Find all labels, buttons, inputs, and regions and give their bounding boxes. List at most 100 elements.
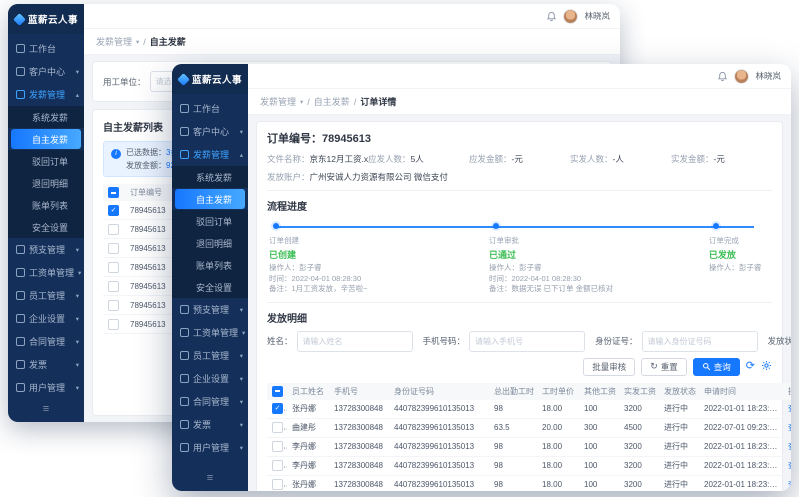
sidebar-item[interactable]: 自主发薪 (175, 189, 245, 209)
row-checkbox[interactable] (108, 261, 119, 273)
menu-icon (180, 104, 189, 113)
sidebar-item[interactable]: 工作台 (172, 97, 248, 120)
view-link[interactable]: 查看 (788, 442, 791, 451)
row-checkbox[interactable] (108, 318, 119, 330)
status-badge: 进行中 (659, 456, 699, 476)
row-checkbox[interactable] (108, 280, 119, 292)
breadcrumb: 发薪管理 ▾ / 自主发薪 (84, 29, 620, 55)
chevron-icon: ▾ (239, 444, 243, 452)
actual-salary: 3200 (619, 437, 659, 457)
select-all-checkbox[interactable] (108, 187, 119, 198)
row-checkbox[interactable] (272, 422, 283, 433)
sidebar-item[interactable]: 预支管理 ▾ (8, 238, 84, 261)
status-badge: 进行中 (659, 437, 699, 457)
step-dot-icon (492, 223, 499, 229)
search-icon (702, 363, 710, 371)
sidebar-item[interactable]: 系统发薪 (8, 106, 84, 128)
chevron-icon: ▾ (75, 315, 79, 323)
gear-icon[interactable] (761, 360, 772, 374)
sidebar-item-label: 系统发薪 (32, 112, 69, 123)
bell-icon[interactable] (546, 11, 557, 22)
sidebar-item-label: 发薪管理 (193, 150, 230, 160)
employee-name: 李丹娜 (287, 456, 329, 476)
sidebar-item-label: 账单列表 (32, 200, 69, 211)
view-link[interactable]: 查看 (788, 480, 791, 489)
sidebar-item[interactable]: 退回明细 (8, 172, 84, 194)
sidebar-item[interactable]: 安全设置 (8, 216, 84, 238)
employee-row[interactable]: 李丹娜 13728300848 440782399610135013 98 18… (267, 456, 791, 476)
row-checkbox[interactable] (108, 242, 119, 254)
row-checkbox[interactable] (108, 299, 119, 311)
chevron-icon: ▾ (75, 68, 79, 76)
sidebar-item[interactable]: 退回明细 (172, 232, 248, 254)
sidebar-item[interactable]: 系统发薪 (172, 166, 248, 188)
menu-icon (180, 328, 189, 337)
sidebar-item-label: 账单列表 (196, 260, 233, 271)
sidebar-item[interactable]: 自主发薪 (11, 129, 81, 149)
avatar[interactable] (563, 8, 579, 24)
sidebar-item[interactable]: 发票 ▾ (8, 353, 84, 376)
row-checkbox[interactable] (108, 223, 119, 235)
bell-icon[interactable] (717, 71, 728, 82)
filter-label: 用工单位： (103, 76, 146, 87)
sidebar-item[interactable]: 员工管理 ▾ (8, 284, 84, 307)
view-link[interactable]: 查看 (788, 404, 791, 413)
employee-row[interactable]: 张丹娜 13728300848 440782399610135013 98 18… (267, 475, 791, 491)
row-checkbox[interactable] (272, 403, 283, 414)
sidebar-item-label: 驳回订单 (196, 216, 233, 227)
breadcrumb-root[interactable]: 发薪管理 (260, 97, 297, 107)
sidebar-item[interactable]: 工资单管理 ▾ (172, 321, 248, 344)
step-operator: 操作人：彭子睿 (269, 263, 322, 272)
collapse-sidebar-icon[interactable]: ≡ (206, 472, 214, 484)
step-dot-icon (712, 223, 719, 229)
sidebar-item[interactable]: 企业设置 ▾ (8, 307, 84, 330)
sidebar-item[interactable]: 发薪管理 ▴ (172, 143, 248, 166)
breadcrumb-mid[interactable]: 自主发薪 (313, 97, 350, 107)
view-link[interactable]: 查看 (788, 423, 791, 432)
row-checkbox[interactable] (272, 441, 283, 452)
sidebar-item[interactable]: 发票 ▾ (172, 413, 248, 436)
view-link[interactable]: 查看 (788, 461, 791, 470)
row-checkbox[interactable] (108, 204, 119, 216)
filter-input[interactable]: 请输入姓名 (296, 330, 413, 352)
sidebar-item[interactable]: 驳回订单 (8, 150, 84, 172)
sidebar-item[interactable]: 驳回订单 (172, 210, 248, 232)
order-info-pair: 实发金额：-元 (671, 154, 725, 164)
sidebar-item-label: 自主发薪 (196, 194, 233, 205)
reset-button[interactable]: ↻ 重置 (641, 357, 687, 376)
batch-audit-button[interactable]: 批量审核 (583, 357, 636, 376)
sidebar-item[interactable]: 客户中心 ▾ (8, 60, 84, 83)
sidebar-item[interactable]: 账单列表 (172, 254, 248, 276)
sidebar-item[interactable]: 预支管理 ▾ (172, 298, 248, 321)
search-button[interactable]: 查询 (692, 357, 740, 376)
sidebar-item[interactable]: 员工管理 ▾ (172, 344, 248, 367)
filter-input[interactable]: 请输入手机号 (469, 330, 586, 352)
menu-icon (16, 337, 25, 346)
sidebar-item[interactable]: 工作台 (8, 37, 84, 60)
collapse-sidebar-icon[interactable]: ≡ (42, 403, 50, 415)
sidebar-item[interactable]: 企业设置 ▾ (172, 367, 248, 390)
employee-row[interactable]: 李丹娜 13728300848 440782399610135013 98 18… (267, 437, 791, 457)
other-salary: 100 (579, 399, 619, 419)
sidebar-item[interactable]: 合同管理 ▾ (8, 330, 84, 353)
sidebar-item[interactable]: 安全设置 (172, 276, 248, 298)
row-checkbox[interactable] (272, 460, 283, 471)
sidebar-item[interactable]: 用户管理 ▾ (8, 376, 84, 399)
sidebar-item[interactable]: 工资单管理 ▾ (8, 261, 84, 284)
avatar[interactable] (734, 68, 750, 84)
order-info-pair: 文件名称：京东12月工资.xlsx (267, 154, 368, 164)
app-logo: 蓝薪云人事 (8, 4, 84, 34)
apply-time: 2022-01-01 18:23:21 (699, 475, 783, 491)
breadcrumb-root[interactable]: 发薪管理 (96, 37, 133, 47)
sidebar-item[interactable]: 发薪管理 ▴ (8, 83, 84, 106)
row-checkbox[interactable] (272, 479, 283, 490)
sidebar-item[interactable]: 客户中心 ▾ (172, 120, 248, 143)
sidebar-item[interactable]: 账单列表 (8, 194, 84, 216)
refresh-icon[interactable]: ⟳ (745, 360, 755, 372)
employee-row[interactable]: 曲建彤 13728300848 440782399610135013 63.5 … (267, 418, 791, 438)
employee-row[interactable]: 张丹娜 13728300848 440782399610135013 98 18… (267, 399, 791, 419)
filter-input[interactable]: 请输入身份证号码 (641, 330, 758, 352)
sidebar-item[interactable]: 用户管理 ▾ (172, 436, 248, 459)
select-all-checkbox[interactable] (272, 385, 283, 397)
sidebar-item[interactable]: 合同管理 ▾ (172, 390, 248, 413)
